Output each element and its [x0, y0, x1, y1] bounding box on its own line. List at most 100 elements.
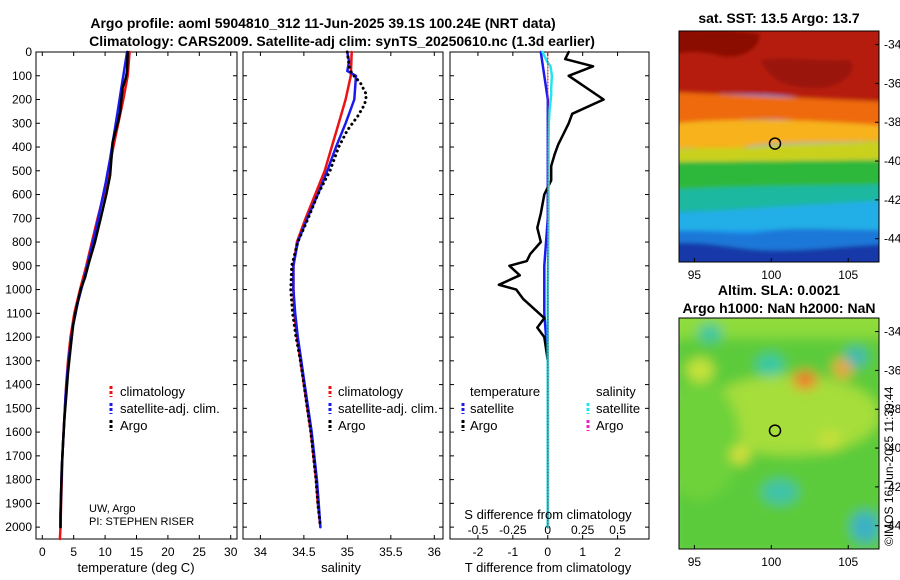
credit-line2: PI: STEPHEN RISER: [89, 516, 194, 528]
sla-map-axes: 95 100 105 -34 -36 -38 -40 -42 -44: [688, 325, 900, 569]
temperature-series: [58, 50, 131, 541]
difference-panel: -2 -1 0 1 2 -0.5 -0.25 0 0.25 0.5 T difference fr…: [449, 50, 650, 575]
lon-tick-label: 105: [838, 555, 858, 569]
temperature-legend: climatology satellite-adj. clim. Argo: [109, 384, 220, 433]
sla-map-frame: [678, 317, 880, 550]
salinity-axes-frame: [242, 51, 444, 540]
salinity-xlabel: salinity: [321, 560, 361, 575]
legend-salinity-title: salinity: [596, 384, 636, 399]
s-tick-label: -0.25: [499, 523, 527, 537]
y-tick-label: 1700: [5, 449, 32, 463]
lon-tick-label: 95: [688, 555, 702, 569]
x-tick-label: -2: [473, 545, 484, 559]
lat-tick-label: -34: [884, 325, 900, 339]
series-argo: [59, 50, 129, 529]
lat-tick-label: -42: [884, 193, 900, 207]
sla-heatmap: [679, 318, 879, 549]
x-tick-label: 10: [98, 545, 112, 559]
sst-map-axes: 95 100 105 -34 -36 -38 -40 -42 -44: [688, 38, 900, 282]
y-tick-label: 0: [25, 45, 32, 59]
lon-tick-label: 95: [688, 268, 702, 282]
argo-location-marker: [768, 424, 782, 437]
lat-tick-label: -36: [884, 363, 900, 377]
y-tick-label: 400: [12, 140, 32, 154]
x-tick-label: 1: [579, 545, 586, 559]
y-tick-label: 700: [12, 211, 32, 225]
lat-tick-label: -40: [884, 441, 900, 455]
lat-tick-label: -38: [884, 402, 900, 416]
y-tick-label: 1600: [5, 425, 32, 439]
lat-tick-label: -42: [884, 480, 900, 494]
lon-tick-label: 100: [761, 268, 781, 282]
y-tick-label: 1100: [6, 306, 32, 320]
x-tick-label: 25: [193, 545, 207, 559]
y-tick-label: 500: [12, 164, 32, 178]
lat-tick-label: -40: [884, 154, 900, 168]
figure-title-line2: Climatology: CARS2009. Satellite-adj cli…: [89, 33, 595, 49]
lon-tick-label: 100: [761, 555, 781, 569]
sst-heatmap: [679, 31, 879, 262]
temperature-panel: 0100200300400500600700800900100011001200…: [5, 45, 237, 575]
depth-axis: 0 100 200 300 400 500 600 700 800 900 1000 1100 1200…: [5, 45, 32, 534]
sst-map-panel: sat. SST: 13.5 Argo: 13.7 95 100 105 -34 -36…: [678, 10, 900, 282]
y-tick-label: 600: [12, 188, 32, 202]
difference-series: [497, 50, 605, 529]
legend-satellite-label: satellite-adj. clim.: [120, 401, 220, 416]
y-tick-label: 2000: [5, 520, 32, 534]
difference-x-axis: -2 -1 0 1 2 -0.5 -0.25 0 0.25 0.5: [450, 51, 649, 559]
s-tick-label: -0.5: [468, 523, 489, 537]
x-tick-label: 34: [254, 545, 268, 559]
sst-map-frame: [678, 30, 880, 263]
s-tick-label: 0: [544, 523, 551, 537]
legend-s-satellite-label: satellite: [596, 401, 640, 416]
lat-tick-label: -38: [884, 115, 900, 129]
x-tick-label: 20: [161, 545, 175, 559]
legend-argo-label: Argo: [338, 418, 365, 433]
x-tick-label: 35: [341, 545, 355, 559]
legend-argo-label: Argo: [120, 418, 147, 433]
y-tick-label: 300: [12, 116, 32, 130]
lat-tick-label: -36: [884, 76, 900, 90]
figure-title-line1: Argo profile: aoml 5904810_312 11-Jun-20…: [90, 15, 555, 31]
sla-map-panel: Altim. SLA: 0.0021 Argo h1000: NaN h2000…: [678, 282, 900, 569]
y-tick-label: 900: [12, 259, 32, 273]
legend-temperature-title: temperature: [470, 384, 540, 399]
y-tick-label: 1200: [5, 330, 32, 344]
sla-map-title: Altim. SLA: 0.0021: [718, 282, 840, 298]
salinity-legend: climatology satellite-adj. clim. Argo: [328, 384, 438, 433]
legend-climatology-label: climatology: [338, 384, 404, 399]
x-tick-label: 5: [70, 545, 77, 559]
temperature-xlabel: temperature (deg C): [77, 560, 194, 575]
s-tick-label: 0.25: [571, 523, 595, 537]
legend-t-satellite-label: satellite: [470, 401, 514, 416]
lat-tick-label: -44: [884, 232, 900, 246]
x-tick-label: 0: [544, 545, 551, 559]
imos-timestamp: ©IMOS 16-Jun-2025 11:39:44: [882, 386, 896, 546]
x-tick-label: 0: [39, 545, 46, 559]
temperature-axes-frame: [35, 51, 238, 540]
s-difference-xlabel: S difference from climatology: [464, 507, 632, 522]
sst-field: [679, 31, 879, 262]
s-tick-label: 0.5: [609, 523, 626, 537]
y-tick-label: 1900: [5, 496, 32, 510]
lat-tick-label: -34: [884, 38, 900, 52]
x-tick-label: 2: [614, 545, 621, 559]
difference-legend: temperature salinity satellite Argo sate…: [461, 384, 640, 433]
y-tick-label: 1800: [5, 473, 32, 487]
lat-tick-label: -44: [884, 519, 900, 533]
series-argo: [289, 50, 368, 529]
legend-satellite-label: satellite-adj. clim.: [338, 401, 438, 416]
x-tick-label: -1: [508, 545, 519, 559]
credit-line1: UW, Argo: [89, 503, 135, 515]
salinity-panel: 34 34.5 35 35.5 36 salinity climatology sate…: [242, 50, 444, 575]
y-tick-label: 1400: [5, 378, 32, 392]
y-tick-label: 800: [12, 235, 32, 249]
y-tick-label: 1000: [5, 283, 32, 297]
y-tick-label: 1300: [5, 354, 32, 368]
x-tick-label: 36: [428, 545, 442, 559]
salinity-x-axis: 34 34.5 35 35.5 36: [243, 51, 443, 559]
sla-field: [679, 318, 879, 549]
t-difference-xlabel: T difference from climatology: [465, 560, 632, 575]
x-tick-label: 15: [130, 545, 144, 559]
